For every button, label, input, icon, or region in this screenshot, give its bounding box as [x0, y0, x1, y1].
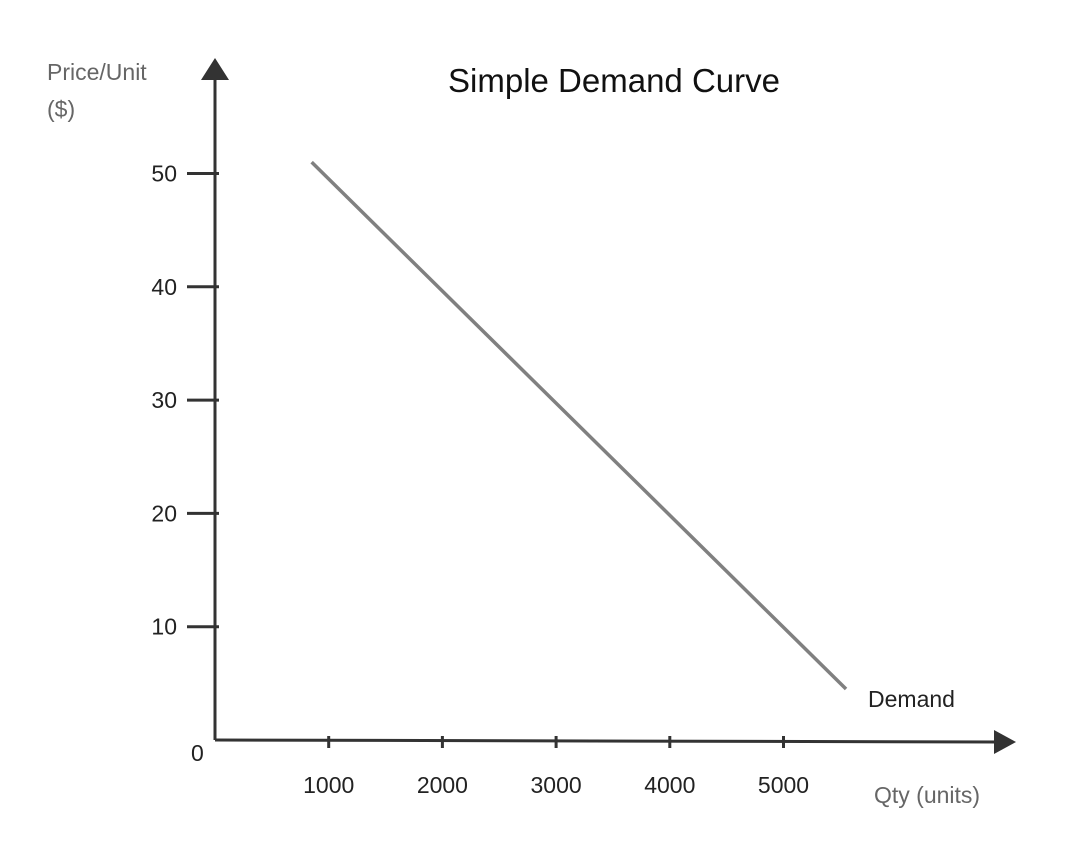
x-axis-ticks: 1000 2000 3000 4000 5000 — [303, 736, 809, 798]
x-tick-label: 5000 — [758, 772, 809, 798]
y-tick-label: 20 — [151, 500, 177, 526]
axes — [201, 58, 1016, 754]
chart-title: Simple Demand Curve — [448, 62, 780, 99]
x-tick-label: 2000 — [417, 772, 468, 798]
x-tick-label: 4000 — [644, 772, 695, 798]
x-axis-arrow — [994, 730, 1016, 754]
y-axis-label-line2: ($) — [47, 96, 75, 122]
x-axis-label: Qty (units) — [874, 782, 980, 808]
y-tick-label: 40 — [151, 274, 177, 300]
series-label-demand: Demand — [868, 686, 955, 712]
x-tick-label: 3000 — [531, 772, 582, 798]
y-tick-label: 10 — [151, 614, 177, 640]
series-group: Demand — [310, 160, 955, 712]
origin-label: 0 — [191, 740, 204, 766]
demand-line — [310, 160, 848, 691]
x-axis-line — [214, 738, 1001, 744]
y-axis-arrow — [201, 58, 229, 80]
x-tick-label: 1000 — [303, 772, 354, 798]
y-axis-label-line1: Price/Unit — [47, 59, 147, 85]
y-tick-label: 50 — [151, 161, 177, 187]
y-axis-ticks: 10 20 30 40 50 — [151, 161, 219, 640]
y-tick-label: 30 — [151, 387, 177, 413]
